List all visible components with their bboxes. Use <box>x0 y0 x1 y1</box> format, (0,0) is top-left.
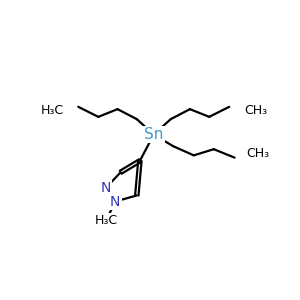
Text: CH₃: CH₃ <box>244 104 267 117</box>
Text: Sn: Sn <box>144 127 164 142</box>
Text: CH₃: CH₃ <box>246 146 269 160</box>
Text: H₃C: H₃C <box>40 104 64 117</box>
Text: N: N <box>110 195 120 208</box>
Text: H₃C: H₃C <box>94 214 118 227</box>
Text: N: N <box>101 181 111 195</box>
